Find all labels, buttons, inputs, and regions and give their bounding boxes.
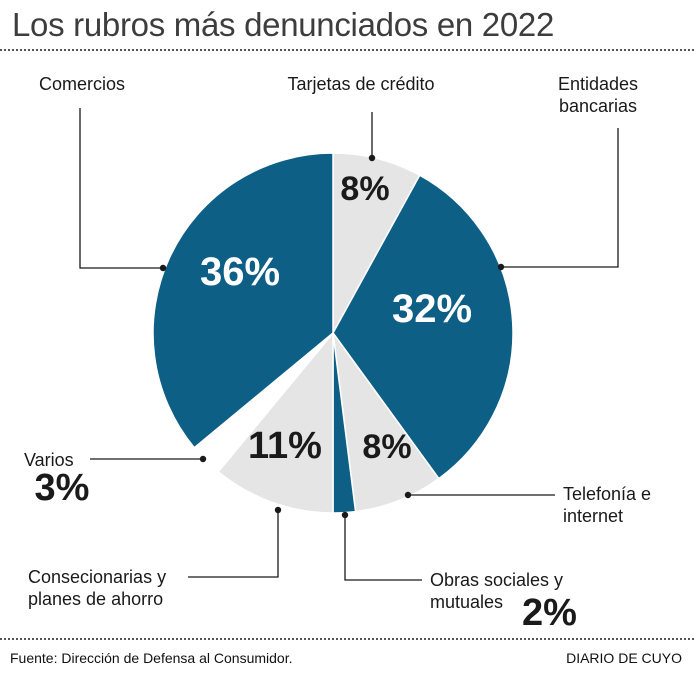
leader-line-entidades-bancarias [501,128,619,268]
top-divider [0,49,694,51]
leader-line-obras-sociales-y-mutuales [344,515,422,581]
value-label-consecionarias-y-planes-de-ahorro: 11% [248,425,322,467]
leader-dot-consecionarias-y-planes-de-ahorro [274,506,282,514]
leader-line-comercios [79,108,163,269]
brand-label: DIARIO DE CUYO [566,650,682,666]
pie-slice-consecionarias-y-planes-de-ahorro [217,330,334,514]
leader-dot-tarjetas-de-credito [368,154,376,162]
category-label-telefonia-e-internet: Telefonía e internet [563,484,651,526]
category-label-varios: Varios [24,450,74,470]
leader-dot-entidades-bancarias [497,263,505,271]
leader-dot-obras-sociales-y-mutuales [341,511,349,519]
pie-slice-telefonia-e-internet [332,332,440,513]
pie-slice-tarjetas-de-credito [332,152,421,334]
value-label-telefonia-e-internet: 8% [362,428,411,466]
chart-title: Los rubros más denunciados en 2022 [12,6,555,43]
source-note: Fuente: Dirección de Defensa al Consumid… [10,650,293,666]
bottom-divider [0,638,694,640]
value-label-varios: 3% [35,467,90,509]
leader-dot-comercios [159,264,167,272]
leader-dot-varios [199,455,207,463]
leader-line-consecionarias-y-planes-de-ahorro [188,510,279,578]
value-label-obras-sociales-y-mutuales: 2% [522,592,577,634]
category-label-tarjetas-de-credito: Tarjetas de crédito [287,74,434,94]
pie-slice-entidades-bancarias [332,174,514,480]
leader-dot-telefonia-e-internet [404,491,412,499]
category-label-obras-sociales-y-mutuales: Obras sociales y mutuales [430,570,563,612]
category-label-entidades-bancarias: Entidades bancarias [558,74,638,116]
value-label-tarjetas-de-credito: 8% [340,170,389,208]
category-label-comercios: Comercios [39,74,125,94]
value-label-comercios: 36% [200,250,280,294]
pie-slice-comercios [152,152,334,449]
value-label-entidades-bancarias: 32% [392,287,472,331]
category-label-consecionarias-y-planes-de-ahorro: Consecionarias y planes de ahorro [28,567,166,609]
